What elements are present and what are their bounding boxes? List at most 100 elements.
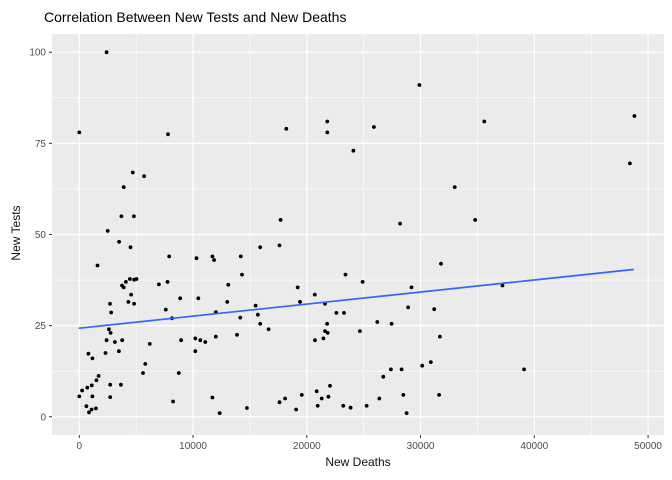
scatter-point [314,389,319,394]
y-tick-label: 0 [40,412,46,423]
scatter-point [294,407,298,412]
scatter-point [238,254,243,259]
scatter-point [325,130,330,135]
scatter-point [89,383,94,388]
scatter-point [108,301,112,306]
scatter-point [473,218,478,222]
scatter-point [325,321,329,326]
scatter-point [109,310,114,315]
scatter-point [364,403,369,408]
scatter-point [334,311,339,315]
scatter-point [95,263,100,268]
scatter-point [167,254,172,259]
scatter-point [193,349,198,354]
scatter-point [124,280,128,284]
scatter-point [372,125,376,129]
scatter-point [198,338,203,343]
x-tick-label: 0 [77,441,83,452]
scatter-point [401,393,406,397]
y-tick-label: 50 [35,230,47,241]
scatter-point [94,406,98,411]
x-tick-label: 30000 [407,441,435,452]
scatter-point [375,320,380,324]
scatter-point [108,331,113,335]
scatter-point [85,385,90,390]
y-axis-title: New Tests [9,205,23,261]
scatter-point [130,170,135,175]
scatter-point [277,400,282,405]
scatter-point [312,292,317,297]
scatter-point [323,329,327,333]
scatter-point [358,329,362,333]
scatter-point [258,245,263,250]
scatter-point [119,214,124,219]
y-tick-label: 75 [35,139,47,150]
scatter-point [343,272,348,277]
y-tick-label: 25 [35,321,47,332]
scatter-point [315,403,320,408]
scatter-point [157,282,161,287]
scatter-point [127,277,132,281]
scatter-point [256,312,260,317]
scatter-point [266,327,271,332]
scatter-point [89,407,94,412]
scatter-point [295,285,300,290]
scatter-point [108,382,113,387]
trend-line [78,268,635,330]
scatter-point [179,338,184,343]
x-tick-label: 50000 [634,441,662,452]
scatter-point [94,378,99,383]
scatter-point [225,300,230,304]
scatter-point [284,126,289,131]
scatter-point [298,300,302,304]
scatter-point [313,338,317,343]
scatter-point [171,399,176,404]
scatter-point [283,396,287,401]
scatter-point [147,342,152,346]
scatter-point [117,349,121,354]
scatter-point [166,132,170,137]
scatter-point [452,185,457,190]
y-tick-label: 100 [29,48,46,59]
scatter-point [238,315,243,320]
scatter-point [389,367,393,372]
scatter-point [437,393,441,397]
scatter-point [420,363,425,368]
scatter-point [143,362,148,366]
scatter-point [107,327,111,332]
scatter-point [132,214,136,219]
scatter-point [90,356,95,361]
scatter-point [134,277,139,281]
scatter-point [348,405,353,410]
scatter-point [163,307,168,312]
scatter-point [321,336,326,341]
scatter-point [129,292,134,297]
scatter-point [104,50,109,55]
scatter-point [84,404,89,409]
scatter-point [326,394,331,399]
scatter-point [178,296,183,301]
scatter-point [141,371,145,375]
scatter-point [117,239,121,244]
x-tick-label: 10000 [179,441,207,452]
scatter-point [210,395,215,400]
scatter-point [105,229,110,233]
scatter-point [500,283,505,288]
scatter-point [132,301,137,306]
scatter-point [522,367,526,372]
scatter-point [482,119,487,124]
scatter-point [176,371,181,375]
scatter-point [77,394,82,399]
scatter-point [121,285,126,290]
scatter-point [90,394,95,399]
scatter-point [120,338,125,343]
scatter-point [438,334,442,339]
scatter-point [142,174,147,179]
scatter-point [77,130,82,135]
scatter-point [80,388,84,393]
scatter-point [389,321,394,326]
scatter-point [325,331,330,335]
x-tick-label: 40000 [520,441,548,452]
